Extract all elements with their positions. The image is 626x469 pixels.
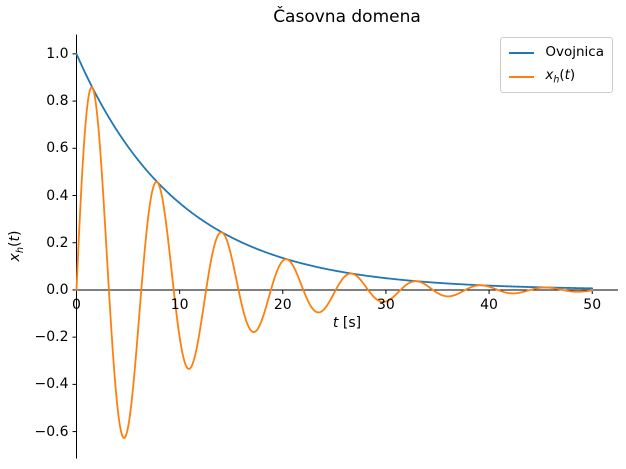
chart-title: Časovna domena [273,7,421,27]
x-axis-label-var: t [332,315,339,331]
legend-line-envelope [509,52,535,54]
legend: Ovojnica xh(t) [500,37,613,93]
y-tick-label: 0.6 [46,140,69,157]
legend-item-xh: xh(t) [509,66,604,86]
x-axis-label: t [s] [76,315,618,332]
y-tick-label: −0.2 [34,329,69,346]
x-tick-label: 50 [583,296,602,313]
y-tick-label: 0.2 [46,234,69,251]
x-tick-label: 30 [377,296,395,313]
x-tick-label: 10 [170,296,189,313]
x-tick-label: 0 [72,296,81,313]
x-tick-label: 40 [480,296,498,313]
x-tick-label: 20 [273,296,292,313]
legend-label-envelope: Ovojnica [545,44,604,61]
y-tick-label: 0.0 [46,281,69,298]
envelope-curve [75,52,594,290]
y-tick-label: 1.0 [46,45,69,62]
y-tick-label: 0.4 [46,187,69,204]
legend-item-ovojnica: Ovojnica [509,45,604,61]
y-tick-label: −0.6 [34,423,69,440]
legend-label-signal: xh(t) [545,66,576,86]
y-tick-label: 0.8 [46,93,69,110]
signal-curve [75,86,594,439]
legend-line-signal [509,76,535,78]
y-tick-label: −0.4 [34,376,69,393]
y-axis-label: xh(t) [7,230,26,262]
x-axis-label-unit: [s] [338,315,362,331]
